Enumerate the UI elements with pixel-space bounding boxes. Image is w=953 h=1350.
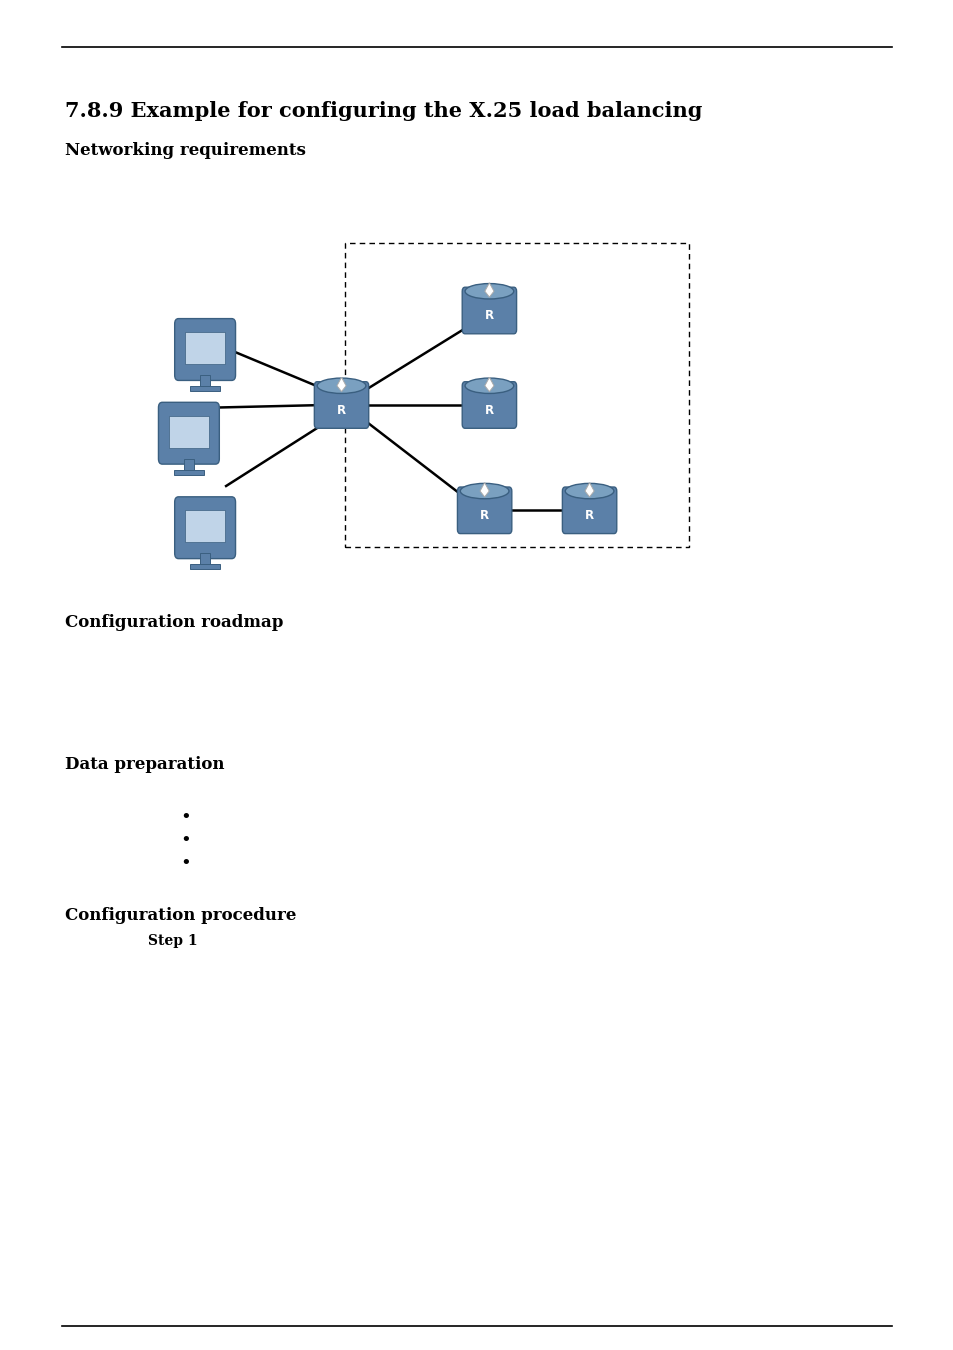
Bar	[191, 564, 219, 570]
Ellipse shape	[464, 378, 513, 393]
Text: Configuration roadmap: Configuration roadmap	[65, 614, 283, 632]
FancyBboxPatch shape	[561, 487, 616, 533]
Bar	[200, 554, 210, 564]
Bar	[184, 459, 193, 470]
Text: Data preparation: Data preparation	[65, 756, 224, 774]
Bar	[191, 386, 219, 391]
Bar	[345, 243, 688, 547]
Ellipse shape	[464, 284, 513, 298]
FancyBboxPatch shape	[461, 288, 516, 333]
Text: •: •	[180, 807, 192, 826]
FancyBboxPatch shape	[174, 319, 235, 381]
Text: R: R	[484, 404, 494, 417]
Bar	[169, 416, 209, 447]
Text: •: •	[180, 853, 192, 872]
Text: Configuration procedure: Configuration procedure	[65, 907, 296, 925]
Bar	[185, 332, 225, 363]
Polygon shape	[584, 483, 594, 497]
Text: Networking requirements: Networking requirements	[65, 142, 305, 159]
FancyBboxPatch shape	[461, 382, 516, 428]
Text: R: R	[479, 509, 489, 522]
Text: 7.8.9 Example for configuring the X.25 load balancing: 7.8.9 Example for configuring the X.25 l…	[65, 101, 701, 122]
FancyBboxPatch shape	[174, 497, 235, 559]
Text: Step 1: Step 1	[148, 934, 197, 948]
Text: R: R	[336, 404, 346, 417]
Polygon shape	[484, 284, 494, 297]
Ellipse shape	[459, 483, 509, 498]
Ellipse shape	[564, 483, 614, 498]
Bar	[200, 375, 210, 386]
Polygon shape	[479, 483, 489, 497]
Bar	[174, 470, 203, 475]
Ellipse shape	[316, 378, 365, 393]
FancyBboxPatch shape	[456, 487, 511, 533]
Text: •: •	[180, 830, 192, 849]
FancyBboxPatch shape	[158, 402, 219, 464]
FancyBboxPatch shape	[314, 382, 368, 428]
Bar	[185, 510, 225, 541]
Polygon shape	[336, 378, 346, 392]
Text: R: R	[584, 509, 594, 522]
Text: R: R	[484, 309, 494, 323]
Polygon shape	[484, 378, 494, 392]
